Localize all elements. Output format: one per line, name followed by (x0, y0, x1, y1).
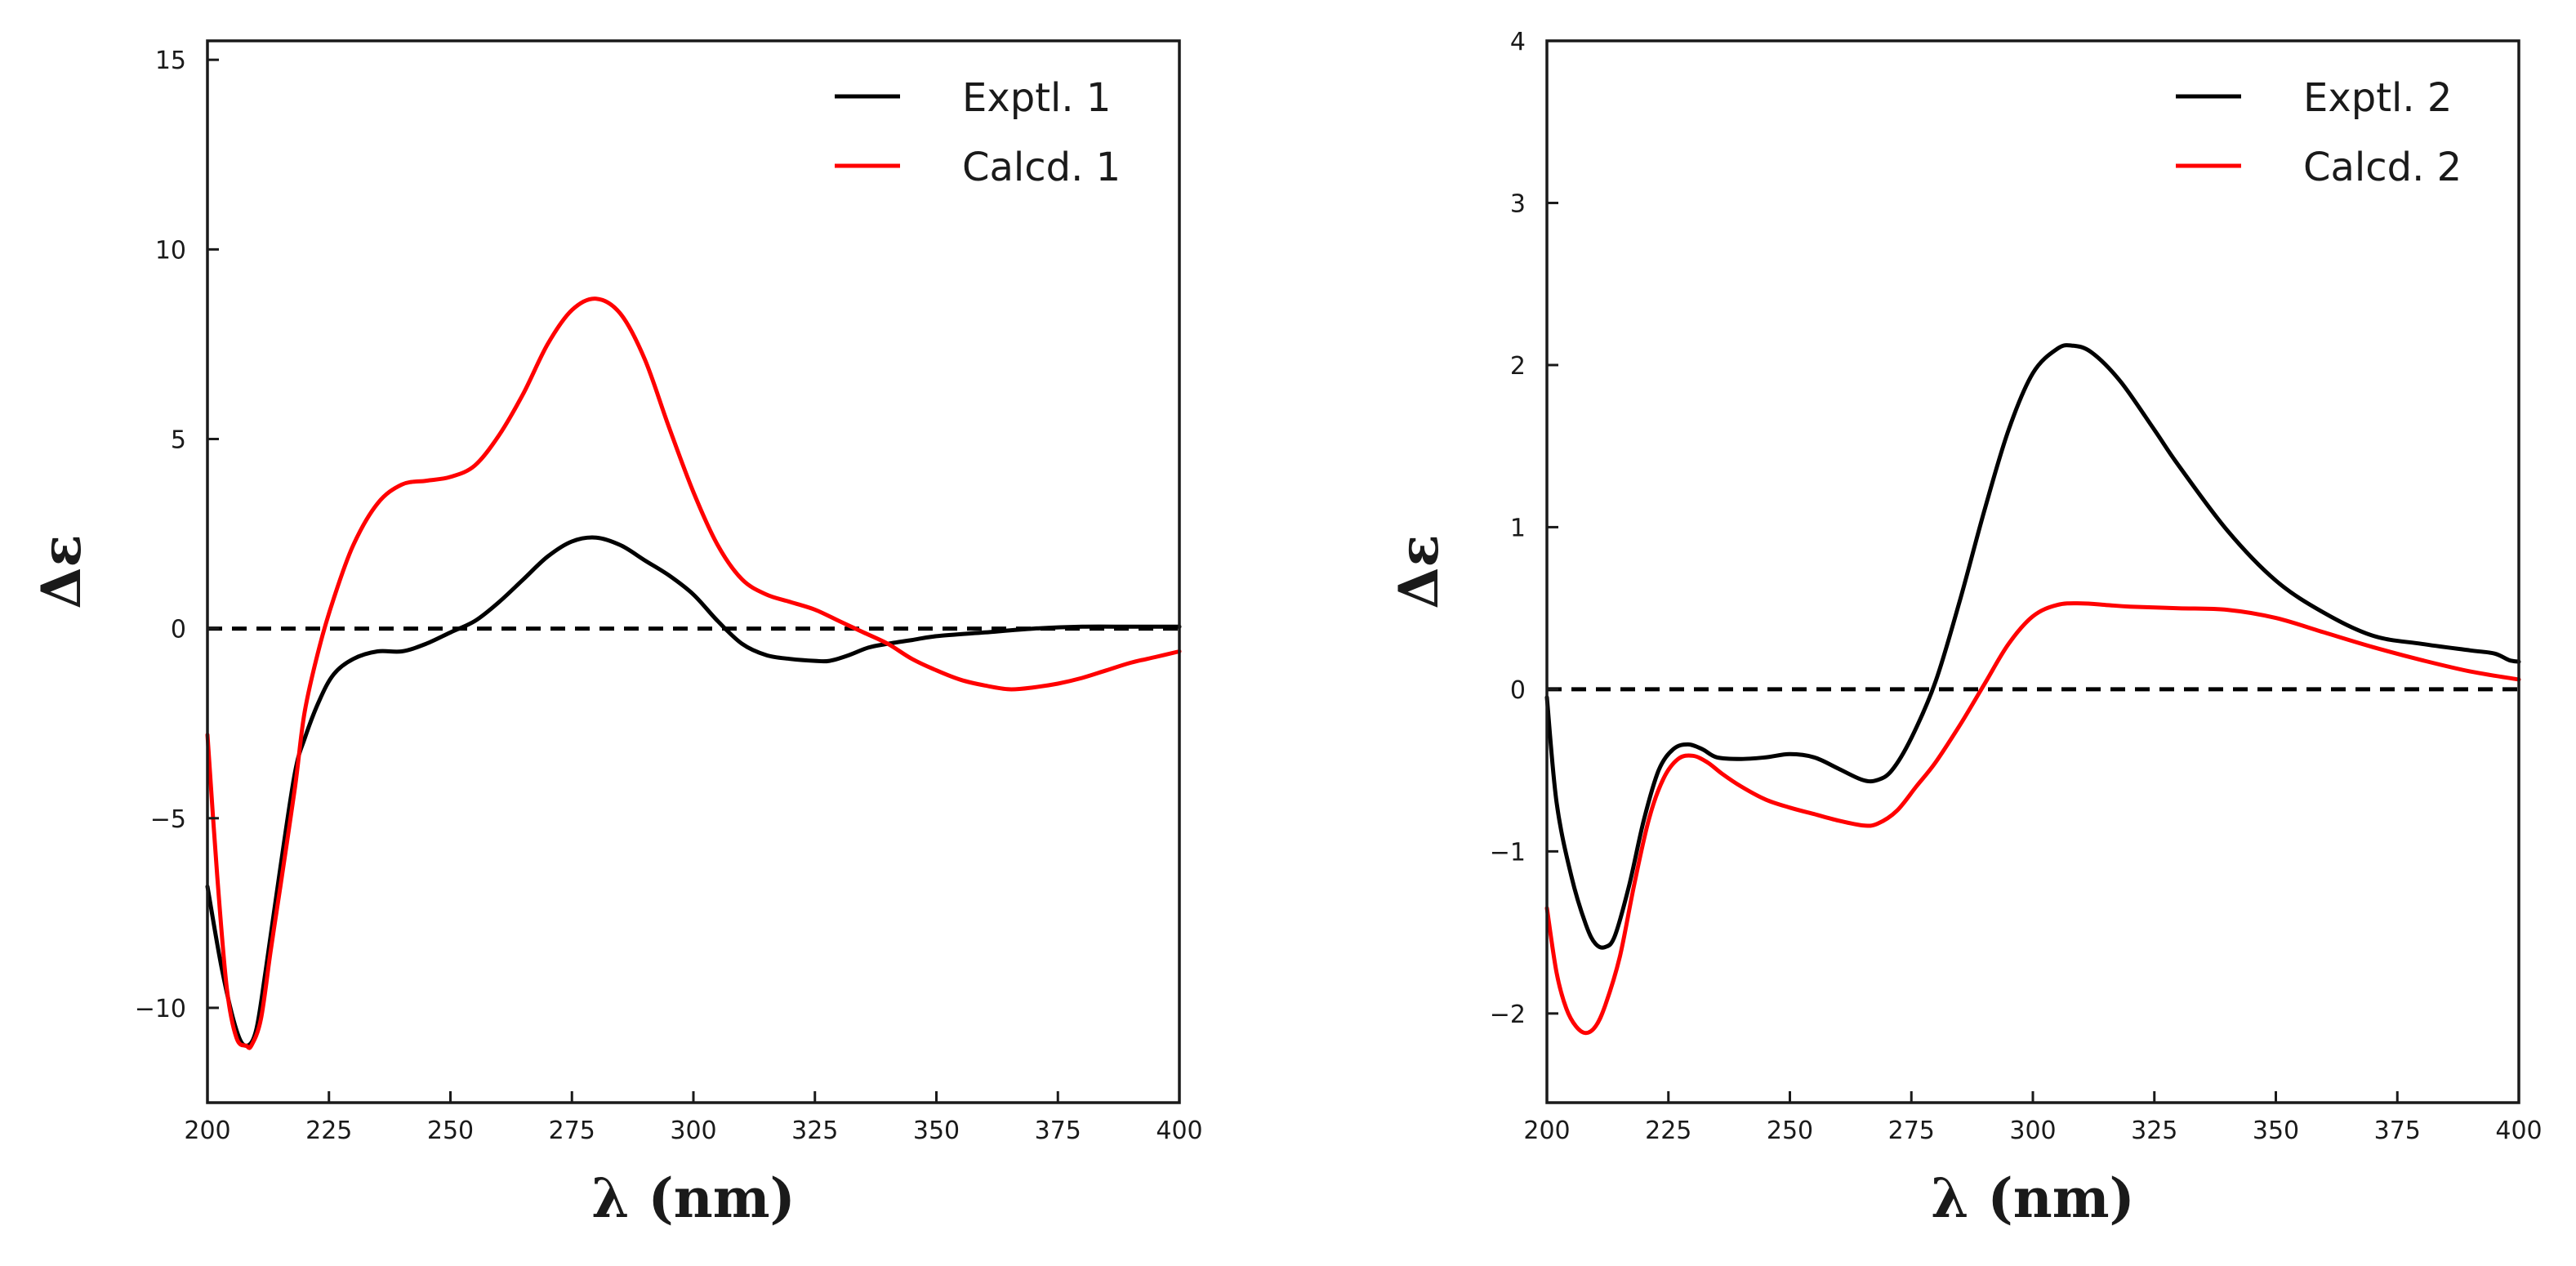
legend-2: Exptl. 2 Calcd. 2 (2176, 75, 2462, 190)
x-tick-label: 350 (2253, 1117, 2299, 1145)
y-axis-label-2: Δε (1387, 534, 1451, 608)
x-tick-label: 225 (1645, 1117, 1691, 1145)
y-axis-label-1: Δε (29, 534, 93, 608)
legend-label-calcd-1: Calcd. 1 (962, 145, 1121, 190)
series-line-exptl-2 (1544, 343, 2521, 950)
x-tick-label: 200 (1523, 1117, 1570, 1145)
x-tick-label: 400 (2495, 1117, 2542, 1145)
x-ticks-2: 200 225 250 275 300 325 350 375 400 (1523, 1091, 2543, 1145)
y-ticks-1: −10 −5 0 5 10 15 (135, 47, 219, 1023)
x-tick-label: 225 (305, 1117, 352, 1145)
series-line-calcd-2 (1544, 601, 2521, 1036)
y-ticks-2: −2 −1 0 1 2 3 4 (1490, 28, 1558, 1029)
series-line-exptl-1 (205, 535, 1182, 1048)
y-tick-label: 1 (1510, 514, 1526, 542)
x-tick-label: 400 (1156, 1117, 1202, 1145)
legend-label-exptl-1: Exptl. 1 (962, 75, 1111, 121)
x-tick-label: 275 (1888, 1117, 1935, 1145)
y-tick-label: 0 (171, 616, 186, 644)
series-line-calcd-1 (205, 296, 1182, 1050)
legend-label-exptl-2: Exptl. 2 (2303, 75, 2452, 121)
x-ticks-1: 200 225 250 275 300 325 350 375 400 (184, 1091, 1203, 1145)
x-tick-label: 375 (1035, 1117, 1081, 1145)
chart-panel-2: 200 225 250 275 300 325 350 375 400 −2 −1 0 1 2 3 4 λ … (1387, 28, 2543, 1230)
legend-label-calcd-2: Calcd. 2 (2303, 145, 2462, 190)
x-tick-label: 300 (2009, 1117, 2056, 1145)
x-tick-label: 375 (2374, 1117, 2421, 1145)
plot-frame-2 (1545, 39, 2520, 1104)
x-axis-label-2: λ (nm) (1931, 1166, 2135, 1230)
y-tick-label: −1 (1490, 838, 1526, 867)
x-tick-label: 325 (2131, 1117, 2177, 1145)
plot-frame-1 (206, 39, 1181, 1104)
x-tick-label: 250 (427, 1117, 474, 1145)
y-tick-label: −10 (135, 995, 186, 1023)
y-tick-label: −5 (150, 805, 186, 834)
x-tick-label: 250 (1767, 1117, 1813, 1145)
series-group-2 (1544, 343, 2521, 1036)
chart-panel-1: 200 225 250 275 300 325 350 375 400 −10−5051015 … (29, 39, 1203, 1230)
y-tick-label: 10 (155, 236, 186, 265)
y-tick-label: 15 (155, 47, 186, 75)
y-tick-label: 0 (1510, 676, 1526, 705)
y-tick-label: 5 (171, 426, 186, 455)
x-axis-label-1: λ (nm) (591, 1166, 796, 1230)
series-group-1 (205, 296, 1182, 1050)
x-tick-label: 325 (791, 1117, 838, 1145)
y-tick-label: −2 (1490, 1001, 1526, 1029)
x-tick-label: 350 (913, 1117, 960, 1145)
y-tick-label: 3 (1510, 189, 1526, 218)
y-tick-label: 2 (1510, 352, 1526, 381)
x-tick-label: 275 (549, 1117, 595, 1145)
x-tick-label: 300 (670, 1117, 716, 1145)
y-tick-label: 4 (1510, 28, 1526, 56)
x-tick-label: 200 (184, 1117, 230, 1145)
legend-1: Exptl. 1 Calcd. 1 (835, 75, 1121, 190)
